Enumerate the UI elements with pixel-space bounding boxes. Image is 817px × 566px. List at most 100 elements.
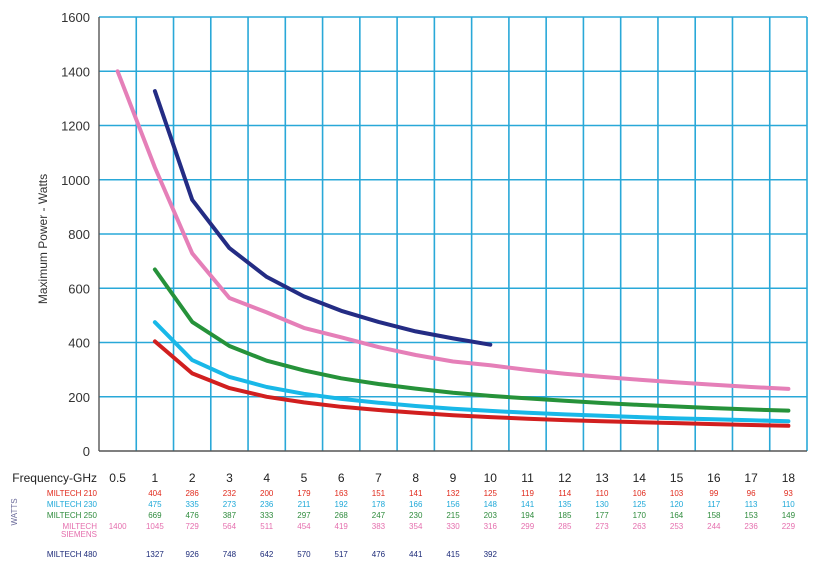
x-tick-label: 4 (263, 471, 270, 485)
table-cell: 244 (707, 522, 721, 531)
table-cell: 192 (335, 500, 349, 509)
table-cell: 96 (747, 489, 756, 498)
y-tick-label: 1600 (61, 10, 90, 25)
row-label: SIEMENS (61, 530, 97, 539)
table-cell: 148 (484, 500, 498, 509)
row-label: MILTECH 480 (47, 550, 98, 559)
table-cell: 211 (298, 500, 311, 509)
table-cell: 164 (670, 511, 684, 520)
table-cell: 354 (409, 522, 423, 531)
table-cell: 203 (484, 511, 498, 520)
x-tick-label: 14 (633, 471, 647, 485)
table-cell: 200 (260, 489, 274, 498)
table-cell: 273 (595, 522, 609, 531)
table-cell: 316 (484, 522, 498, 531)
table-cell: 1400 (109, 522, 127, 531)
row-label: MILTECH 210 (47, 489, 98, 498)
x-tick-label: 1 (152, 471, 159, 485)
table-cell: 236 (744, 522, 758, 531)
table-cell: 132 (446, 489, 460, 498)
table-cell: 297 (297, 511, 311, 520)
table-cell: 454 (297, 522, 311, 531)
table-cell: 141 (521, 500, 535, 509)
x-tick-label: 10 (484, 471, 498, 485)
series-line (152, 267, 791, 413)
table-cell: 415 (446, 550, 460, 559)
series-line (115, 69, 791, 391)
table-cell: 330 (446, 522, 460, 531)
table-cell: 404 (148, 489, 162, 498)
table-cell: 511 (260, 522, 273, 531)
table-cell: 441 (409, 550, 423, 559)
table-cell: 383 (372, 522, 386, 531)
x-axis-label: Frequency-GHz (12, 471, 97, 485)
table-cell: 120 (670, 500, 684, 509)
table-cell: 158 (707, 511, 721, 520)
table-cell: 149 (782, 511, 796, 520)
table-cell: 194 (521, 511, 535, 520)
y-tick-label: 1200 (61, 119, 90, 134)
x-tick-label: 6 (338, 471, 345, 485)
x-tick-label: 18 (782, 471, 796, 485)
x-tick-label: 8 (412, 471, 419, 485)
table-cell: 642 (260, 550, 274, 559)
y-tick-label: 400 (68, 336, 90, 351)
table-cell: 392 (484, 550, 498, 559)
row-label: MILTECH 230 (47, 500, 98, 509)
x-tick-label: 16 (707, 471, 721, 485)
x-tick-label: 5 (301, 471, 308, 485)
table-cell: 156 (446, 500, 460, 509)
x-tick-label: 0.5 (109, 471, 126, 485)
table-cell: 135 (558, 500, 572, 509)
table-cell: 748 (223, 550, 237, 559)
table-cell: 110 (596, 489, 609, 498)
table-cell: 99 (709, 489, 718, 498)
table-cell: 103 (670, 489, 684, 498)
table-cell: 570 (297, 550, 311, 559)
table-cell: 166 (409, 500, 423, 509)
row-label: MILTECH (62, 522, 97, 531)
table-cell: 130 (595, 500, 609, 509)
series-line (152, 339, 791, 428)
table-cell: 236 (260, 500, 274, 509)
x-tick-label: 12 (558, 471, 572, 485)
table-cell: 170 (633, 511, 647, 520)
x-tick-label: 7 (375, 471, 382, 485)
y-tick-label: 0 (83, 444, 90, 459)
table-cell: 564 (223, 522, 237, 531)
table-cell: 333 (260, 511, 274, 520)
table-cell: 1045 (146, 522, 164, 531)
x-tick-label: 2 (189, 471, 196, 485)
table-cell: 185 (558, 511, 572, 520)
data-table: Frequency-GHz WATTS 0.5 1 2 3 4 5 6 7 8 9 10 11 12 13… (10, 471, 796, 559)
table-cell: 125 (484, 489, 498, 498)
series-line (152, 320, 791, 424)
y-axis-label: Maximum Power - Watts (36, 174, 50, 304)
x-tick-label: 3 (226, 471, 233, 485)
table-cell: 475 (148, 500, 162, 509)
row-label: MILTECH 250 (47, 511, 98, 520)
table-cell: 125 (633, 500, 647, 509)
table-cell: 230 (409, 511, 423, 520)
table-cell: 419 (335, 522, 349, 531)
table-cell: 273 (223, 500, 237, 509)
table-cell: 263 (633, 522, 647, 531)
table-cell: 106 (633, 489, 647, 498)
table-cell: 113 (745, 500, 758, 509)
table-cell: 387 (223, 511, 237, 520)
table-cell: 229 (782, 522, 796, 531)
x-tick-label: 9 (450, 471, 457, 485)
table-cell: 1327 (146, 550, 164, 559)
y-tick-labels: 0 200 400 600 800 1000 1200 1400 1600 (61, 10, 90, 459)
axes (98, 17, 807, 452)
table-cell: 247 (372, 511, 386, 520)
series-lines (115, 69, 791, 428)
table-cell: 93 (784, 489, 793, 498)
table-cell: 178 (372, 500, 386, 509)
x-tick-label: 11 (521, 471, 534, 485)
table-cell: 151 (372, 489, 386, 498)
table-cell: 141 (409, 489, 423, 498)
x-tick-label: 15 (670, 471, 684, 485)
table-cell: 286 (185, 489, 199, 498)
